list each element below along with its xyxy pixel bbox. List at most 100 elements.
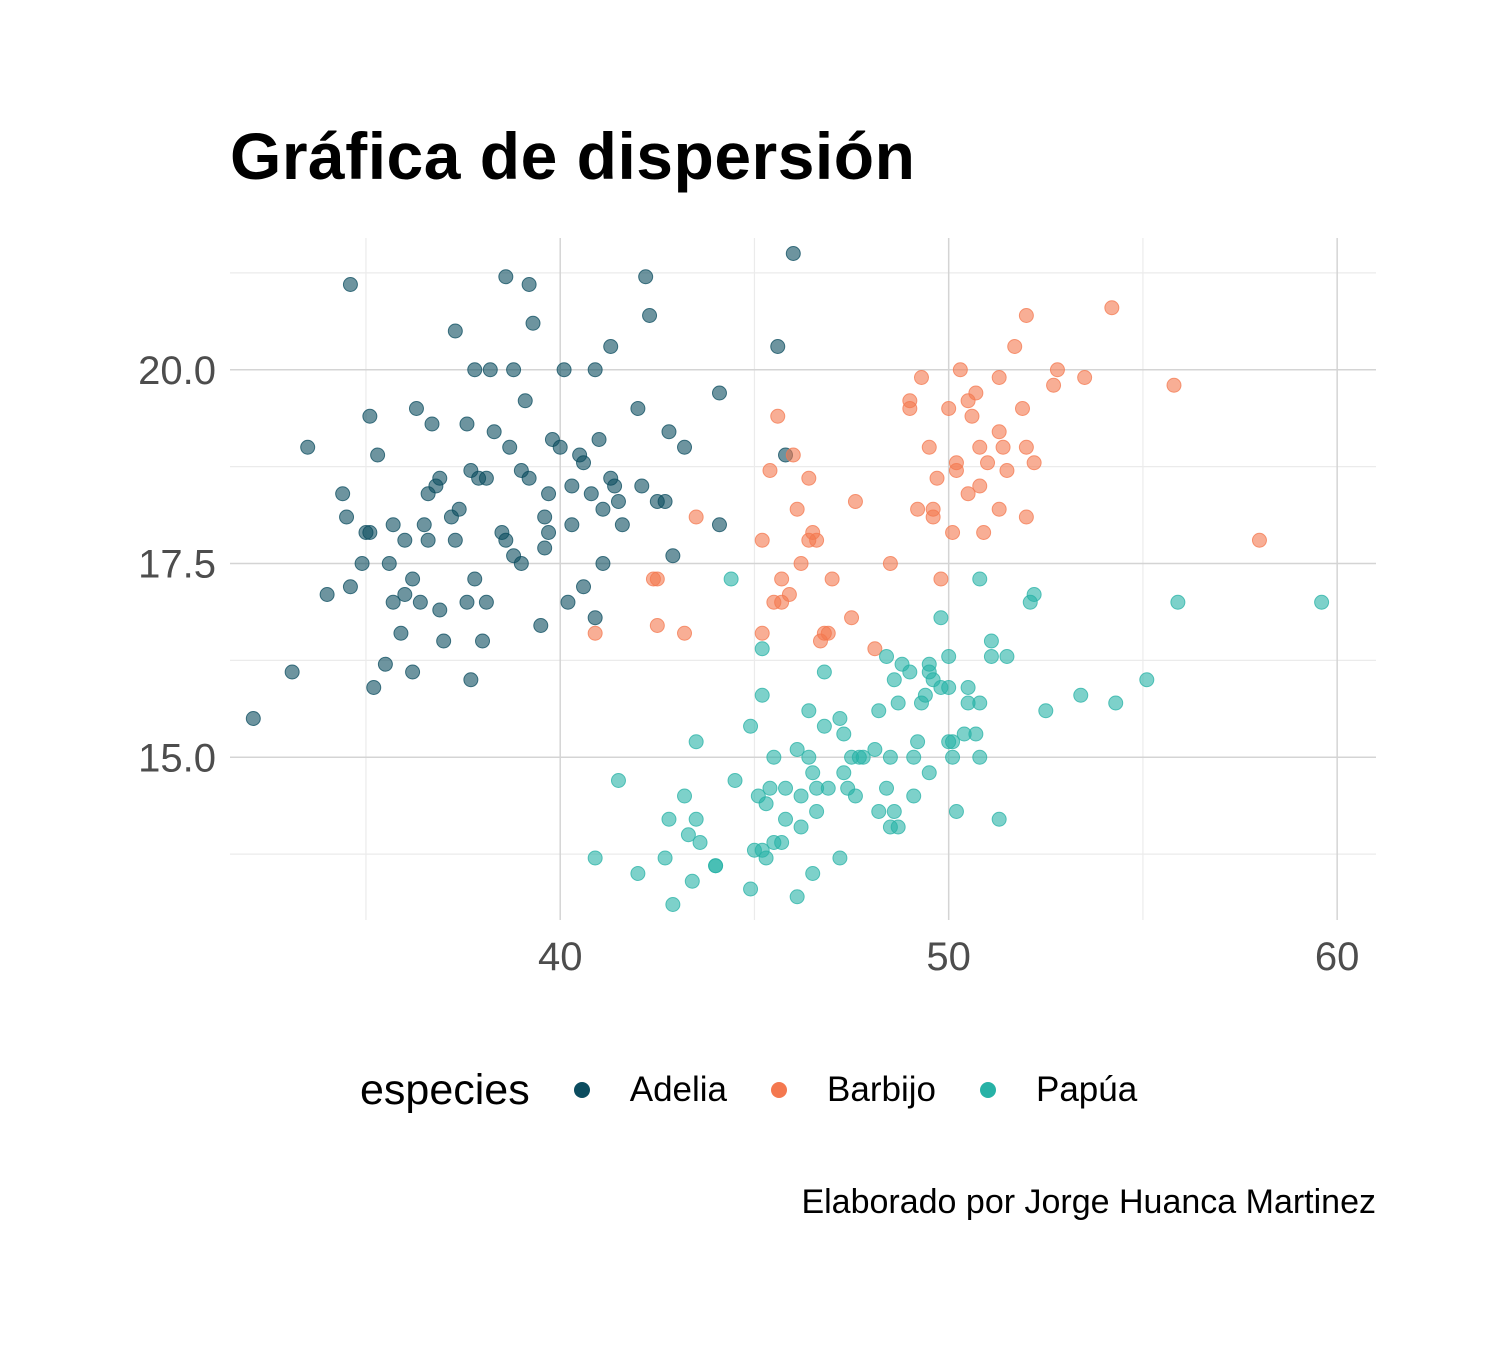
data-point bbox=[983, 649, 999, 664]
data-point bbox=[537, 509, 553, 525]
data-point bbox=[708, 858, 724, 874]
data-point bbox=[362, 408, 378, 424]
data-point bbox=[506, 362, 522, 378]
data-point bbox=[300, 439, 316, 455]
data-point bbox=[513, 556, 529, 571]
data-point bbox=[494, 525, 510, 540]
data-point bbox=[1018, 509, 1034, 525]
x-tick-label: 50 bbox=[926, 935, 971, 979]
data-point bbox=[886, 672, 902, 688]
data-point bbox=[921, 765, 937, 781]
data-point bbox=[692, 835, 708, 850]
scatter-plot: 40 50 60 15.0 17.5 20.0 bbox=[138, 238, 1376, 979]
data-point bbox=[902, 393, 918, 409]
data-point bbox=[587, 610, 603, 626]
data-point bbox=[781, 587, 797, 602]
data-point bbox=[754, 532, 770, 548]
data-point bbox=[793, 819, 809, 835]
legend-item-adelia: Adelia bbox=[570, 1070, 727, 1110]
data-point bbox=[525, 315, 541, 331]
data-point bbox=[743, 718, 759, 734]
data-point bbox=[684, 873, 700, 889]
data-point bbox=[836, 726, 852, 742]
data-point bbox=[552, 439, 568, 455]
data-point bbox=[665, 897, 681, 912]
data-point bbox=[677, 788, 693, 804]
series-papúa bbox=[587, 571, 1330, 912]
data-point bbox=[634, 478, 650, 494]
data-points bbox=[245, 246, 1330, 912]
data-point bbox=[964, 408, 980, 424]
data-point bbox=[397, 532, 413, 548]
data-point bbox=[945, 525, 961, 540]
data-point bbox=[785, 447, 801, 463]
data-point bbox=[886, 804, 902, 819]
data-point bbox=[385, 594, 401, 610]
data-point bbox=[412, 594, 428, 610]
data-point bbox=[774, 571, 790, 587]
data-point bbox=[467, 362, 483, 378]
data-point bbox=[517, 393, 533, 409]
data-point bbox=[941, 401, 957, 416]
data-point bbox=[754, 687, 770, 703]
data-point bbox=[245, 711, 261, 726]
chart-title: Gráfica de dispersión bbox=[230, 119, 916, 193]
data-point bbox=[1314, 594, 1330, 610]
data-point bbox=[319, 587, 335, 602]
data-point bbox=[405, 664, 421, 680]
data-point bbox=[952, 362, 968, 378]
data-point bbox=[867, 641, 883, 657]
data-point bbox=[478, 470, 494, 486]
data-point bbox=[972, 478, 988, 494]
data-point bbox=[991, 424, 1007, 440]
data-point bbox=[533, 618, 549, 633]
data-point bbox=[342, 579, 358, 595]
data-point bbox=[688, 509, 704, 525]
data-point bbox=[809, 532, 825, 548]
data-point bbox=[762, 463, 778, 478]
axis-tick-labels: 40 50 60 15.0 17.5 20.0 bbox=[138, 349, 1359, 979]
data-point bbox=[1108, 695, 1124, 711]
data-point bbox=[447, 532, 463, 548]
data-point bbox=[576, 455, 592, 471]
data-point bbox=[416, 517, 432, 533]
data-point bbox=[770, 339, 786, 354]
data-point bbox=[913, 370, 929, 385]
data-point bbox=[284, 664, 300, 680]
data-point bbox=[595, 501, 611, 517]
legend-item-barbijo: Barbijo bbox=[767, 1070, 936, 1110]
data-point bbox=[560, 594, 576, 610]
data-point bbox=[1014, 401, 1030, 416]
data-point bbox=[844, 610, 860, 626]
data-point bbox=[362, 525, 378, 540]
data-point bbox=[972, 439, 988, 455]
data-point bbox=[879, 649, 895, 664]
data-point bbox=[754, 641, 770, 657]
data-point bbox=[642, 308, 658, 323]
data-point bbox=[541, 525, 557, 540]
data-point bbox=[366, 680, 382, 695]
data-point bbox=[459, 594, 475, 610]
data-point bbox=[370, 447, 386, 463]
data-point bbox=[801, 749, 817, 765]
data-point bbox=[408, 401, 424, 416]
data-point bbox=[610, 494, 626, 509]
data-point bbox=[677, 625, 693, 641]
data-point bbox=[498, 269, 514, 285]
data-point bbox=[890, 819, 906, 835]
data-point bbox=[595, 556, 611, 571]
data-point bbox=[688, 811, 704, 827]
data-point bbox=[1170, 594, 1186, 610]
legend-label-papua: Papúa bbox=[1035, 1070, 1138, 1109]
data-point bbox=[661, 811, 677, 827]
data-point bbox=[1018, 439, 1034, 455]
data-point bbox=[603, 339, 619, 354]
data-point bbox=[832, 711, 848, 726]
data-point bbox=[824, 571, 840, 587]
data-point bbox=[541, 486, 557, 502]
data-point bbox=[820, 625, 836, 641]
data-point bbox=[576, 579, 592, 595]
data-point bbox=[482, 362, 498, 378]
data-point bbox=[537, 540, 553, 556]
data-point bbox=[917, 687, 933, 703]
